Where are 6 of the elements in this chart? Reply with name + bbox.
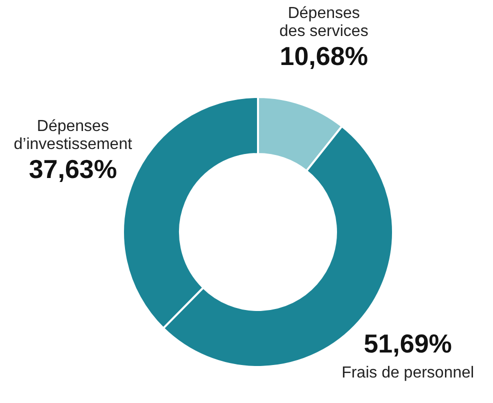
slice-label: Dépenses d’investissement <box>14 118 133 154</box>
slice-label: Dépenses des services <box>279 5 368 40</box>
data-label: 37,63% <box>28 154 118 184</box>
data-label: 51,69% <box>364 328 452 358</box>
slice-label: Frais de personnel <box>342 364 474 382</box>
data-label: 10,68% <box>280 41 368 72</box>
